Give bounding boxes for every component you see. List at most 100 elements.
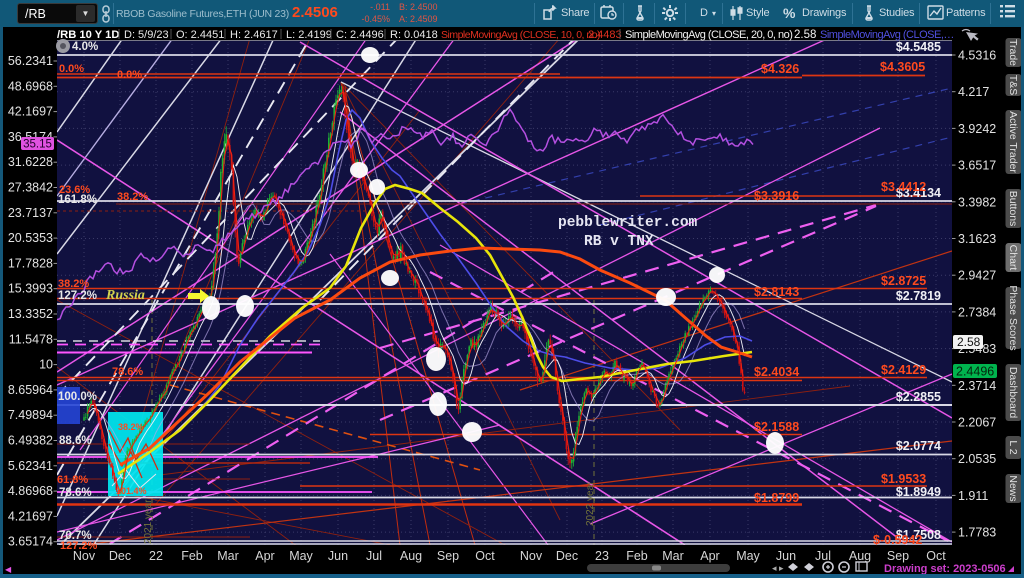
svg-text:3.65174: 3.65174	[8, 535, 53, 549]
svg-text:Aug: Aug	[400, 549, 422, 563]
svg-text:27.3842: 27.3842	[8, 181, 53, 195]
svg-text:5.62341: 5.62341	[8, 459, 53, 473]
svg-text:2.2067: 2.2067	[958, 416, 996, 430]
svg-text:Apr: Apr	[255, 549, 274, 563]
svg-text:4.86968: 4.86968	[8, 484, 53, 498]
svg-text:Jul: Jul	[815, 549, 831, 563]
svg-text:161.8%: 161.8%	[58, 194, 97, 206]
svg-text:Jul: Jul	[366, 549, 382, 563]
svg-text:4.0%: 4.0%	[72, 41, 98, 53]
svg-text:◂ ▸: ◂ ▸	[772, 563, 784, 573]
svg-text:10: 10	[39, 358, 53, 372]
svg-text:RB v TNX: RB v TNX	[584, 234, 654, 250]
svg-text:/RB 10 Y 1D: /RB 10 Y 1D	[57, 29, 119, 41]
svg-text:O: 2.4451: O: 2.4451	[176, 29, 224, 41]
svg-text:2021 year: 2021 year	[143, 499, 154, 544]
svg-text:SimpleMovingAvg (CLOSE, 20, 0,: SimpleMovingAvg (CLOSE, 20, 0, no)	[625, 29, 792, 41]
svg-text:Jun: Jun	[328, 549, 348, 563]
svg-text:38.2%: 38.2%	[118, 422, 144, 432]
svg-text:Active Trader: Active Trader	[1007, 111, 1019, 173]
svg-text:78.6%: 78.6%	[59, 487, 92, 499]
svg-text:T&S: T&S	[1007, 75, 1019, 95]
svg-text:2.58: 2.58	[957, 335, 981, 349]
svg-text:$1.8799: $1.8799	[754, 491, 799, 505]
svg-text:2.4483: 2.4483	[588, 29, 622, 41]
svg-text:Nov: Nov	[520, 549, 543, 563]
svg-text:$2.4129: $2.4129	[881, 363, 926, 377]
svg-text:Sep: Sep	[437, 549, 459, 563]
svg-text:$1.7508: $1.7508	[896, 528, 941, 542]
svg-text:101.4%: 101.4%	[116, 486, 147, 496]
svg-text:$2.4034: $2.4034	[754, 365, 799, 379]
svg-text:Chart: Chart	[1007, 245, 1019, 271]
svg-text:3.9242: 3.9242	[958, 122, 996, 136]
svg-text:SimpleMovingAvg (CLOSE, 10, 0,: SimpleMovingAvg (CLOSE, 10, 0, no)	[441, 29, 600, 41]
svg-text:Russia: Russia	[105, 288, 145, 303]
svg-text:Mar: Mar	[662, 549, 684, 563]
svg-text:61.8%: 61.8%	[57, 474, 88, 486]
svg-text:1.911: 1.911	[958, 489, 988, 503]
svg-text:L: 2.4199: L: 2.4199	[286, 29, 332, 41]
svg-text:$-0.5942: $-0.5942	[873, 533, 922, 547]
svg-text:35.15: 35.15	[23, 139, 52, 151]
svg-text:22: 22	[149, 549, 163, 563]
svg-text:23.6%: 23.6%	[59, 184, 90, 196]
svg-text:48.6968: 48.6968	[8, 79, 53, 93]
svg-text:$1.8949: $1.8949	[896, 485, 941, 499]
svg-text:pebblewriter.com: pebblewriter.com	[558, 215, 698, 231]
svg-text:Oct: Oct	[926, 549, 946, 563]
svg-text:$1.9533: $1.9533	[881, 472, 926, 486]
svg-text:15.3993: 15.3993	[8, 282, 53, 296]
svg-text:News: News	[1007, 475, 1019, 501]
svg-text:4.217: 4.217	[958, 85, 989, 99]
svg-text:Aug: Aug	[849, 549, 871, 563]
svg-text:3.1623: 3.1623	[958, 232, 996, 246]
svg-text:38.2%: 38.2%	[117, 191, 148, 203]
svg-text:Buttons: Buttons	[1007, 191, 1019, 227]
svg-text:Feb: Feb	[181, 549, 203, 563]
svg-text:8.65964: 8.65964	[8, 383, 53, 397]
svg-text:42.1697: 42.1697	[8, 105, 53, 119]
svg-text:Mar: Mar	[217, 549, 239, 563]
svg-text:Oct: Oct	[475, 549, 495, 563]
svg-text:Phase Scores: Phase Scores	[1007, 285, 1019, 350]
svg-text:100.0%: 100.0%	[58, 391, 97, 403]
svg-text:56.2341: 56.2341	[8, 54, 53, 68]
svg-text:4.21697: 4.21697	[8, 509, 53, 523]
svg-text:L 2: L 2	[1007, 440, 1019, 454]
svg-text:Dashboard: Dashboard	[1007, 367, 1019, 419]
svg-text:13.3352: 13.3352	[8, 307, 53, 321]
svg-text:23.7137: 23.7137	[8, 206, 53, 220]
svg-text:Nov: Nov	[73, 549, 96, 563]
svg-text:7.49894: 7.49894	[8, 408, 53, 422]
svg-text:11.5478: 11.5478	[9, 332, 53, 346]
svg-text:◀: ◀	[5, 565, 12, 574]
svg-text:0.0%: 0.0%	[59, 63, 84, 75]
svg-text:$3.4412: $3.4412	[881, 180, 926, 194]
svg-text:Drawing set: 2023-0506: Drawing set: 2023-0506	[884, 563, 1006, 575]
svg-text:$4.3605: $4.3605	[880, 60, 925, 74]
svg-text:$2.0774: $2.0774	[896, 439, 941, 453]
svg-text:127.2%: 127.2%	[58, 290, 97, 302]
svg-text:6.49382: 6.49382	[8, 434, 53, 448]
svg-text:$2.8143: $2.8143	[754, 285, 799, 299]
svg-text:$4.326: $4.326	[761, 62, 799, 76]
svg-text:4.5316: 4.5316	[958, 49, 996, 63]
svg-text:2.58: 2.58	[794, 29, 816, 41]
svg-text:$2.1588: $2.1588	[754, 420, 799, 434]
svg-text:0.0%: 0.0%	[117, 69, 142, 81]
svg-text:127.2%: 127.2%	[60, 540, 98, 552]
svg-text:2.0535: 2.0535	[958, 452, 996, 466]
svg-text:2.4496: 2.4496	[956, 365, 994, 379]
svg-text:$2.2855: $2.2855	[896, 390, 941, 404]
svg-text:Sep: Sep	[887, 549, 909, 563]
svg-text:2022 year: 2022 year	[585, 481, 596, 526]
svg-text:78.6%: 78.6%	[112, 366, 143, 378]
svg-text:3.3982: 3.3982	[958, 195, 996, 209]
svg-text:3.6517: 3.6517	[958, 159, 996, 173]
svg-text:31.6228: 31.6228	[8, 155, 53, 169]
svg-text:1.7783: 1.7783	[958, 526, 996, 540]
svg-text:23: 23	[595, 549, 609, 563]
svg-text:Trade: Trade	[1007, 39, 1019, 66]
svg-text:Dec: Dec	[109, 549, 131, 563]
